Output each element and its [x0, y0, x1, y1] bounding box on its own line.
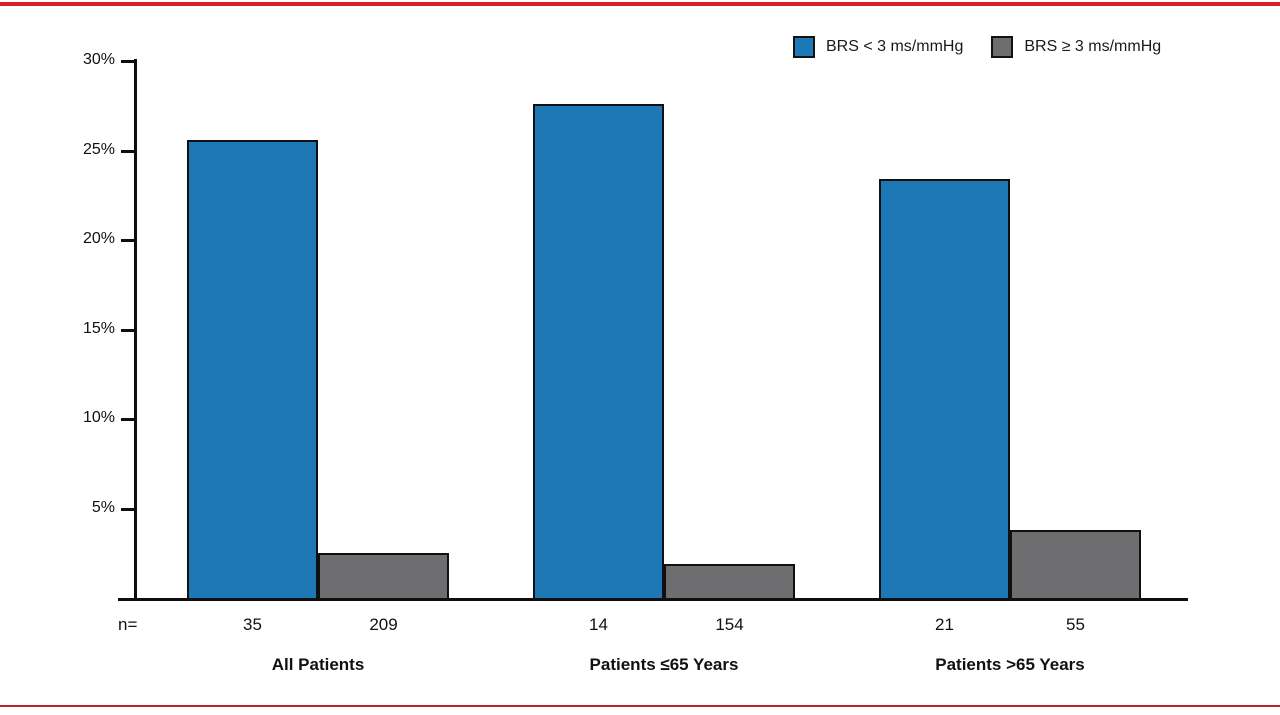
y-tick-label: 5% [91, 498, 115, 516]
legend-label-brs-low: BRS < 3 ms/mmHg [826, 38, 964, 55]
top-red-rule [0, 2, 1280, 6]
n-row-label: n= [118, 615, 138, 634]
y-tick-label: 20% [82, 230, 115, 247]
y-tick-label: 30% [82, 51, 115, 68]
legend-swatch-blue [793, 36, 815, 58]
bar-brs-high [318, 553, 449, 600]
y-tick-label: 25% [82, 140, 115, 158]
legend: BRS < 3 ms/mmHg BRS ≥ 3 ms/mmHg [793, 36, 1161, 58]
n-value: 14 [589, 615, 608, 634]
y-axis [134, 59, 137, 600]
category-label: Patients ≤65 Years [589, 655, 739, 674]
n-value: 209 [369, 615, 398, 634]
bar-brs-high [664, 564, 795, 600]
y-tick [121, 418, 134, 421]
category-label: Patients >65 Years [935, 655, 1085, 674]
bar-brs-low [533, 104, 664, 600]
n-value: 35 [243, 615, 262, 634]
bar-brs-low [187, 140, 318, 600]
y-tick-label: 15% [82, 319, 115, 337]
legend-label-brs-high: BRS ≥ 3 ms/mmHg [1024, 38, 1162, 55]
n-value: 55 [1066, 615, 1085, 634]
y-tick [121, 60, 134, 63]
legend-item-brs-high: BRS ≥ 3 ms/mmHg [991, 36, 1161, 58]
y-tick [121, 328, 134, 332]
y-tick [121, 239, 134, 242]
legend-item-brs-low: BRS < 3 ms/mmHg [793, 36, 963, 58]
legend-swatch-gray [991, 36, 1014, 58]
y-tick-label: 10% [82, 409, 115, 426]
bottom-red-rule [0, 705, 1280, 707]
y-tick [121, 149, 134, 153]
n-value: 154 [715, 615, 744, 634]
bar-brs-low [879, 179, 1010, 600]
category-label: All Patients [271, 655, 365, 674]
n-value: 21 [935, 615, 954, 634]
y-tick [121, 507, 134, 511]
bar-brs-high [1010, 530, 1141, 600]
